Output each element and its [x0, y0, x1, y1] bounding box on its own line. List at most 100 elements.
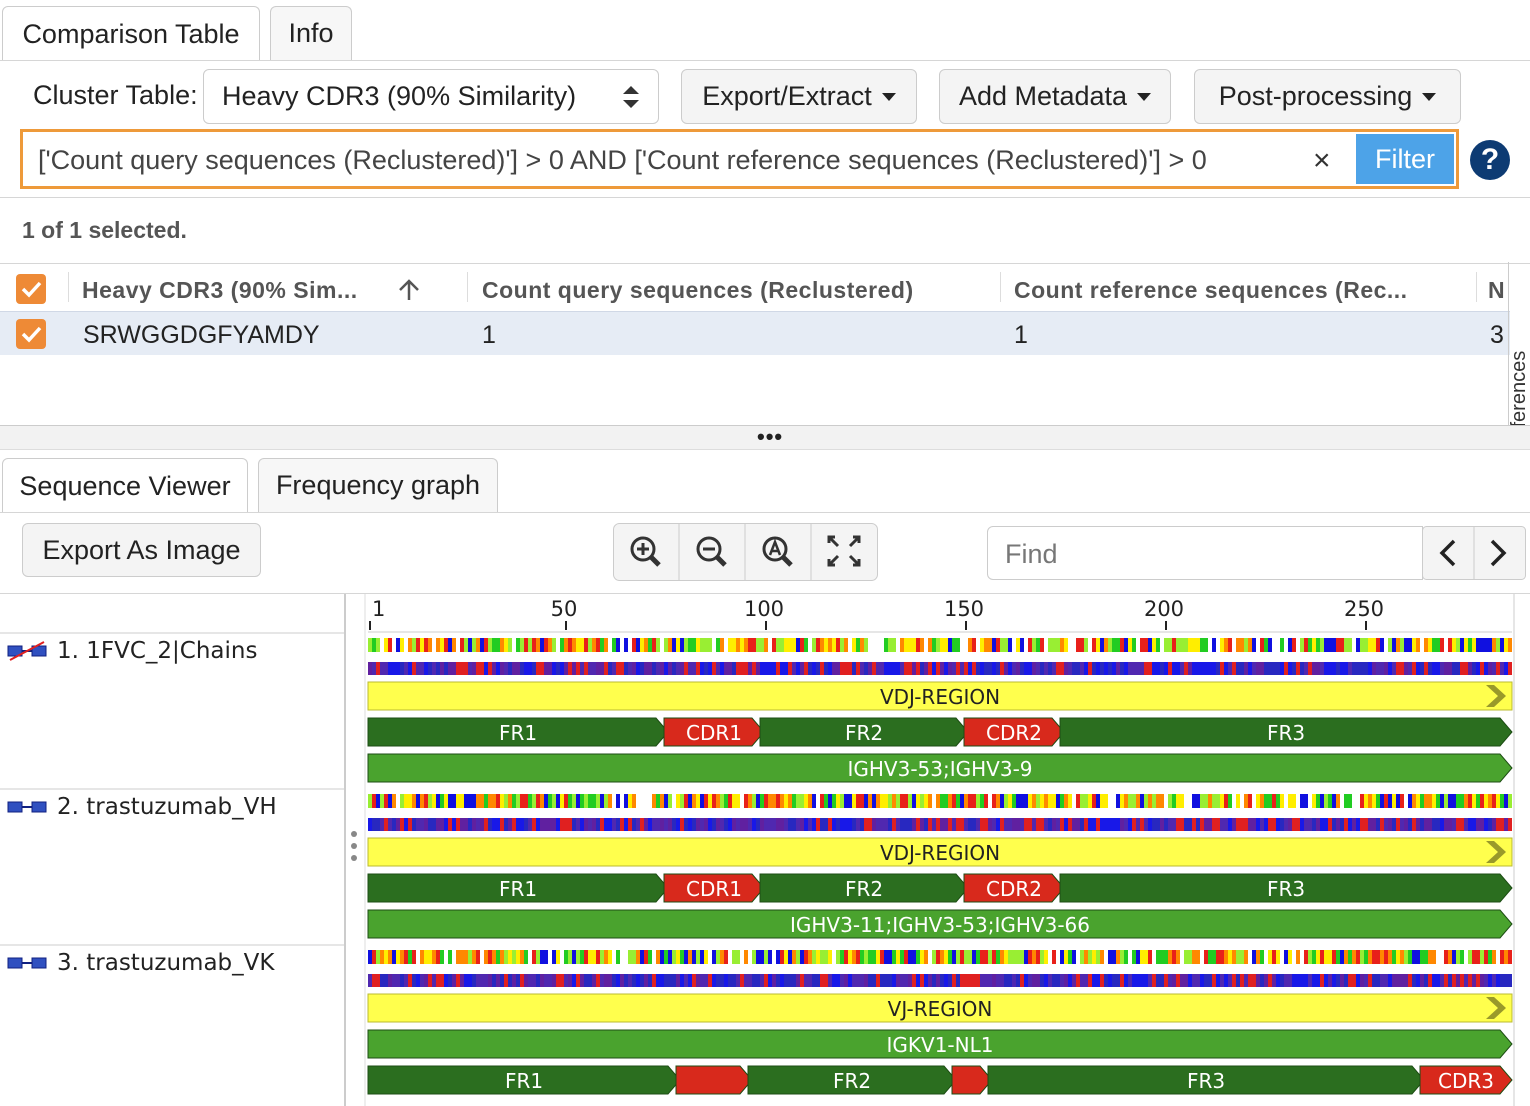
residue: [696, 638, 700, 652]
residue: [1376, 794, 1380, 808]
residue: [436, 950, 440, 964]
residue: [1272, 662, 1276, 675]
residue: [1152, 974, 1156, 987]
residue: [824, 950, 828, 964]
residue: [880, 638, 884, 652]
residue: [1464, 794, 1468, 808]
export-button[interactable]: Export As Image: [22, 523, 261, 577]
residue: [768, 974, 772, 987]
residue: [772, 662, 776, 675]
residue: [652, 794, 656, 808]
find-nav[interactable]: [1422, 526, 1526, 580]
residue: [848, 818, 852, 831]
residue: [1208, 974, 1212, 987]
find-input[interactable]: Find: [987, 526, 1423, 580]
residue: [972, 662, 976, 675]
filter-button[interactable]: Filter: [1356, 134, 1454, 184]
column-header[interactable]: Heavy CDR3 (90% Sim...: [82, 277, 358, 303]
menu-button[interactable]: Add Metadata: [939, 69, 1171, 124]
residue: [656, 638, 660, 652]
residue: [1356, 638, 1360, 652]
select[interactable]: Heavy CDR3 (90% Similarity): [203, 69, 659, 124]
residue: [1164, 818, 1168, 831]
clear-icon[interactable]: ×: [1313, 144, 1331, 177]
residue: [468, 974, 472, 987]
residue: [796, 818, 800, 831]
icon-strike: [9, 641, 45, 661]
residue: [1324, 974, 1328, 987]
residue: [852, 818, 856, 831]
residue: [892, 794, 896, 808]
residue: [656, 818, 660, 831]
residue: [856, 794, 860, 808]
residue: [1092, 950, 1096, 964]
menu-button[interactable]: Export/Extract: [681, 69, 917, 124]
residue: [632, 662, 636, 675]
residue: [1108, 950, 1112, 964]
residue: [520, 638, 524, 652]
residue: [452, 794, 456, 808]
residue: [1068, 662, 1072, 675]
column-header[interactable]: Count query sequences (Reclustered): [482, 277, 914, 303]
residue: [1052, 638, 1056, 652]
residue: [916, 818, 920, 831]
tab[interactable]: Frequency graph: [258, 458, 498, 512]
residue: [1244, 638, 1248, 652]
residue: [1076, 662, 1080, 675]
residue: [1444, 950, 1448, 964]
residue: [664, 950, 668, 964]
residue: [1032, 950, 1036, 964]
residue: [896, 638, 900, 652]
residue: [1140, 818, 1144, 831]
residue: [1116, 794, 1120, 808]
residue: [1136, 818, 1140, 831]
residue: [1092, 794, 1096, 808]
residue: [1136, 974, 1140, 987]
ruler-label: 100: [744, 597, 784, 621]
column-header[interactable]: Count reference sequences (Rec...: [1014, 277, 1408, 303]
residue: [624, 974, 628, 987]
residue: [1352, 818, 1356, 831]
checkbox[interactable]: [16, 274, 46, 304]
residue: [948, 818, 952, 831]
residue: [1492, 794, 1496, 808]
residue: [732, 950, 736, 964]
residue: [568, 794, 572, 808]
tab[interactable]: Comparison Table: [2, 6, 260, 61]
menu-button[interactable]: Post-processing: [1194, 69, 1461, 124]
residue: [872, 662, 876, 675]
residue: [1276, 794, 1280, 808]
side-tab[interactable]: Table Preferences: [1508, 262, 1530, 425]
residue: [1464, 638, 1468, 652]
residue: [996, 818, 1000, 831]
residue: [1144, 638, 1148, 652]
table-row[interactable]: SRWGGDGFYAMDY 1 1 3: [0, 311, 1510, 355]
residue: [1184, 794, 1188, 808]
filter-box[interactable]: ['Count query sequences (Reclustered)'] …: [20, 129, 1459, 189]
residue: [1248, 794, 1252, 808]
residue: [668, 974, 672, 987]
residue: [648, 638, 652, 652]
tab[interactable]: Info: [270, 6, 352, 60]
residue: [1124, 794, 1128, 808]
residue: [504, 794, 508, 808]
column-header[interactable]: N: [1488, 277, 1506, 303]
residue: [652, 662, 656, 675]
residue: [384, 950, 388, 964]
help-icon[interactable]: ?: [1470, 140, 1510, 180]
residue: [1352, 662, 1356, 675]
residue: [832, 974, 836, 987]
splitter[interactable]: •••: [0, 424, 1530, 450]
residue: [1412, 638, 1416, 652]
residue: [900, 794, 904, 808]
residue: [472, 638, 476, 652]
tab[interactable]: Sequence Viewer: [2, 458, 248, 513]
residue: [1500, 662, 1504, 675]
residue: [1496, 662, 1500, 675]
residue: [868, 638, 872, 652]
checkbox[interactable]: [16, 319, 46, 349]
residue: [920, 794, 924, 808]
residue: [608, 818, 612, 831]
residue: [1360, 818, 1364, 831]
residue: [1400, 794, 1404, 808]
